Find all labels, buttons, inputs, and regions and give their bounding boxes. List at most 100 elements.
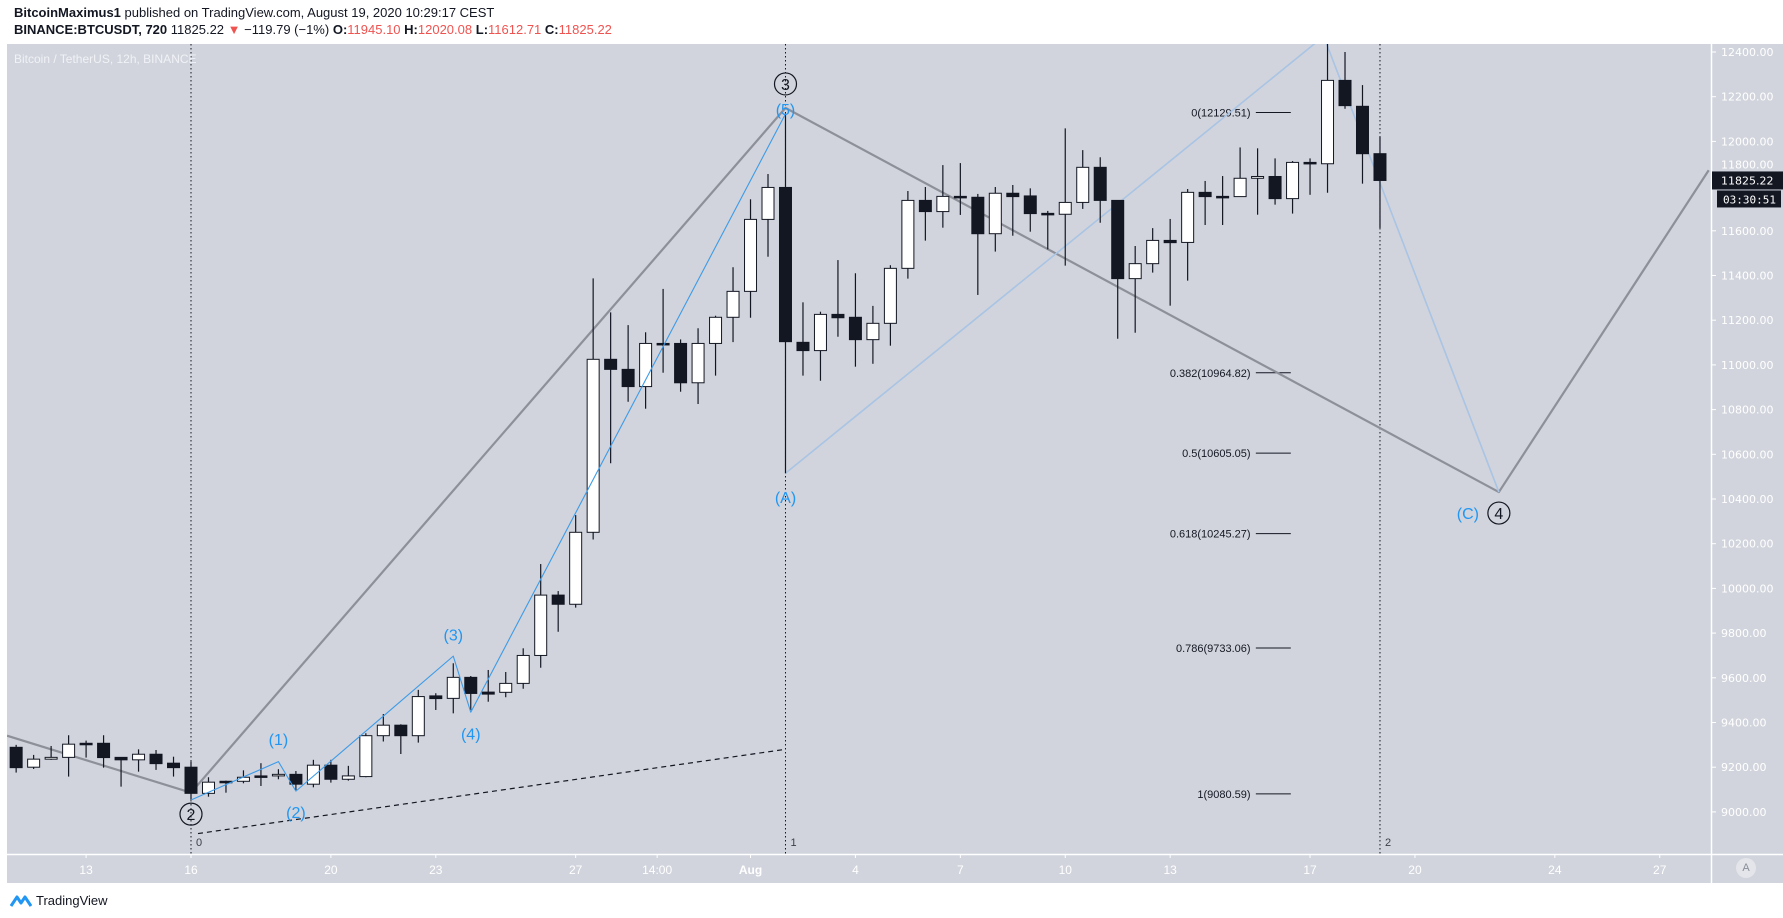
fib-time-label: 0 xyxy=(196,837,202,849)
time-axis[interactable] xyxy=(7,854,1783,883)
candle-body-up xyxy=(446,676,460,699)
fib-level-label: 0.618(10245.27) xyxy=(1170,529,1251,541)
candle xyxy=(1286,161,1300,214)
candle xyxy=(1268,158,1282,205)
candle xyxy=(691,328,705,405)
candle xyxy=(726,267,740,343)
candle xyxy=(709,315,723,376)
chart-title: Bitcoin / TetherUS, 12h, BINANCE xyxy=(14,52,197,66)
fib-level-label: 0.382(10964.82) xyxy=(1170,368,1251,380)
candle-body-down xyxy=(1216,195,1230,199)
candle xyxy=(324,759,338,783)
close-label: C: xyxy=(544,22,559,37)
candle-body-down xyxy=(1373,153,1387,181)
primary-wave-line xyxy=(7,106,1710,794)
candle-body-down xyxy=(1355,105,1369,155)
time-tick-label: 10 xyxy=(1059,863,1073,877)
candle-body-up xyxy=(1233,177,1247,198)
candle-body-down xyxy=(1163,239,1177,244)
candle xyxy=(1321,44,1335,193)
candle-body-up xyxy=(744,218,758,292)
minor-wave-label: (2) xyxy=(286,805,306,822)
candle xyxy=(306,759,320,788)
price-tick-label: 10200.00 xyxy=(1721,538,1774,551)
auto-scale-button[interactable]: A xyxy=(1736,858,1756,878)
candle xyxy=(289,770,303,790)
candle-body-down xyxy=(324,764,338,780)
minor-wave-label: (3) xyxy=(443,627,463,644)
candle xyxy=(376,714,390,742)
candle xyxy=(831,260,845,337)
candle xyxy=(97,735,111,768)
candle-body-up xyxy=(813,313,827,352)
candle xyxy=(149,749,163,770)
candle-body-down xyxy=(656,342,670,346)
price-chart[interactable]: 0 1 2 0(12129.51) 0.382(10964.82) 0.5(10605.0… xyxy=(0,44,1783,883)
candle-body-down xyxy=(604,358,618,370)
candle xyxy=(481,669,495,702)
candle xyxy=(464,676,478,710)
symbol-info: BINANCE:BTCUSDT, 720 11825.22 ▼ −119.79 … xyxy=(14,22,612,37)
candle-body-down xyxy=(429,695,443,700)
candle-body-down xyxy=(167,762,181,769)
candle xyxy=(744,199,758,318)
author-name[interactable]: BitcoinMaximus1 xyxy=(14,5,121,20)
close-value: 11825.22 xyxy=(558,22,612,37)
candle xyxy=(1233,147,1247,198)
price-tick-label: 11800.00 xyxy=(1721,158,1774,171)
last-price-label: 11825.22 xyxy=(1721,174,1774,187)
candle-body-down xyxy=(79,742,93,746)
candle-body-down xyxy=(953,195,967,199)
minor-wave-line xyxy=(190,113,786,801)
candle xyxy=(586,278,600,540)
open-value: 11945.10 xyxy=(347,22,401,37)
candle-body-up xyxy=(988,192,1002,235)
candle-body-down xyxy=(1268,175,1282,200)
candle xyxy=(761,174,775,257)
candle-body-down xyxy=(1303,161,1317,165)
candle xyxy=(1373,136,1387,228)
fib-time-label: 1 xyxy=(790,837,796,849)
price-tick-label: 9200.00 xyxy=(1721,761,1767,774)
candle-body-up xyxy=(44,756,58,760)
candle xyxy=(604,312,618,464)
candle-body-up xyxy=(1286,161,1300,200)
fib-level-label: 0.5(10605.05) xyxy=(1182,448,1251,460)
candle-body-down xyxy=(1198,191,1212,198)
candle-body-up xyxy=(411,696,425,737)
candle-body-down xyxy=(1006,192,1020,198)
candle xyxy=(1041,210,1055,250)
price-tick-label: 12000.00 xyxy=(1721,135,1774,148)
candle xyxy=(656,288,670,373)
candle-body-up xyxy=(866,322,880,341)
time-tick-label: 27 xyxy=(569,863,583,877)
candle-body-up xyxy=(691,342,705,384)
price-tick-label: 10400.00 xyxy=(1721,493,1774,506)
candle xyxy=(848,273,862,367)
corrective-wave-label: (C) xyxy=(1457,506,1479,523)
tradingview-logo[interactable]: TradingView xyxy=(10,893,108,908)
last-price: 11825.22 xyxy=(170,22,225,37)
time-tick-label: 24 xyxy=(1548,863,1562,877)
candle-body-down xyxy=(918,199,932,213)
candle-body-up xyxy=(883,267,897,324)
candle xyxy=(883,265,897,346)
candle-body-up xyxy=(1058,201,1072,215)
candle-body-up xyxy=(376,724,390,737)
candle xyxy=(9,744,23,773)
candle-body-up xyxy=(516,654,530,684)
candle-body-up xyxy=(534,594,548,656)
time-tick-label: 7 xyxy=(957,863,964,877)
candle xyxy=(1303,158,1317,195)
price-change: −119.79 (−1%) xyxy=(244,22,330,37)
candle-body-down xyxy=(9,746,23,769)
candle xyxy=(79,740,93,758)
price-tick-label: 12200.00 xyxy=(1721,91,1774,104)
candle-body-up xyxy=(341,775,355,780)
candle-body-down xyxy=(778,186,792,343)
price-tick-label: 12400.00 xyxy=(1721,46,1774,59)
candle-body-down xyxy=(464,676,478,694)
minor-wave-label: (5) xyxy=(776,102,796,119)
tradingview-logo-icon xyxy=(10,895,32,907)
candle-body-up xyxy=(1251,175,1265,179)
